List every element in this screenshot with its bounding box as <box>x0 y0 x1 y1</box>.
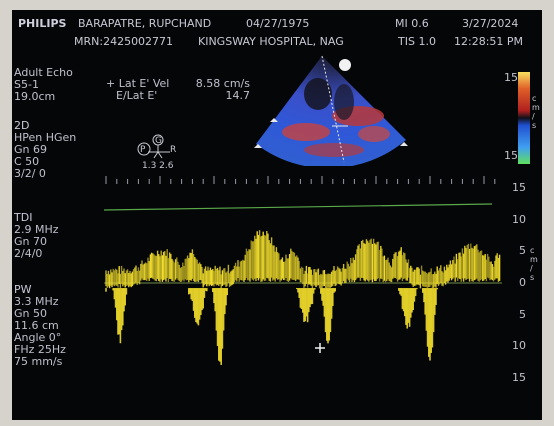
mode-2d-title: 2D <box>14 119 30 132</box>
sample-line <box>103 203 493 211</box>
mechanical-index: MI 0.6 <box>395 17 429 30</box>
exam-settings: Adult Echo S5-1 19.0cm <box>14 67 73 103</box>
velocity-tick-label: 10 <box>512 339 526 353</box>
velocity-tick-label: 0 <box>519 276 526 289</box>
velocity-tick-label: 15 <box>512 181 526 194</box>
color-scale-unit: c m / s <box>532 94 540 130</box>
color-doppler-sector <box>254 55 408 166</box>
mode-pw-line: 11.6 cm <box>14 319 59 332</box>
mode-tdi-settings: TDI 2.9 MHz Gn 70 2/4/0 <box>14 212 59 260</box>
mode-2d-line: C 50 <box>14 155 40 168</box>
velocity-tick-label: 15 <box>512 371 526 384</box>
color-scale-top: 15 <box>504 71 518 84</box>
probe-marker-p: P <box>140 145 146 155</box>
patient-dob: 04/27/1975 <box>246 17 310 30</box>
time-ruler <box>105 176 496 184</box>
mode-pw-line: Gn 50 <box>14 307 47 320</box>
ultrasound-screen: PHILIPS BARAPATRE, RUPCHAND 04/27/1975 M… <box>12 10 542 420</box>
velocity-tick-label: 5 <box>519 307 526 321</box>
image-depth: 19.0cm <box>14 90 56 103</box>
thermal-index: TIS 1.0 <box>398 35 436 48</box>
measurement-values: 8.58 cm/s 14.7 <box>180 78 250 102</box>
mode-pw-line: Angle 0° <box>14 331 62 344</box>
exam-time: 12:28:51 PM <box>454 35 524 48</box>
color-scale-bottom: 15 <box>504 149 518 162</box>
probe-marker-g: G <box>155 136 162 146</box>
mode-pw-line: 75 mm/s <box>14 355 63 368</box>
mode-tdi-line: 2.9 MHz <box>14 223 59 236</box>
mode-2d-line: 3/2/ 0 <box>14 167 46 180</box>
hospital-name: KINGSWAY HOSPITAL, NAG <box>198 35 344 48</box>
probe-marker-values: 1.3 2.6 <box>142 161 174 171</box>
mode-pw-line: FHz 25Hz <box>14 343 66 356</box>
tissue-doppler-spectrum <box>103 203 502 365</box>
mode-tdi-line: Gn 70 <box>14 235 47 248</box>
mode-pw-title: PW <box>14 283 32 296</box>
measurement-value-e-lat-e: 14.7 <box>225 89 251 102</box>
measurement-label-e-lat-e: E/Lat E' <box>116 89 158 102</box>
velocity-tick-label: 10 <box>512 212 526 226</box>
measurement-value-lat-e-vel: 8.58 cm/s <box>195 77 250 90</box>
exam-date: 3/27/2024 <box>462 17 519 30</box>
cursor-icon[interactable] <box>314 342 326 354</box>
sector-marker-icon <box>339 59 351 71</box>
mrn: MRN:2425002771 <box>74 35 174 48</box>
probe-orientation-icon: P G R 1.3 2.6 <box>136 134 190 174</box>
mode-2d-line: Gn 69 <box>14 143 47 156</box>
mode-tdi-line: 2/4/0 <box>14 247 43 260</box>
probe-marker-r: R <box>170 145 177 155</box>
measurement-label-lat-e-vel: + Lat E' Vel <box>106 77 170 90</box>
probe-model: S5-1 <box>14 78 39 91</box>
mode-2d-line: HPen HGen <box>14 131 77 144</box>
brand-logo: PHILIPS <box>18 17 67 30</box>
mode-pw-line: 3.3 MHz <box>14 295 59 308</box>
velocity-tick-label: 5 <box>519 244 526 258</box>
patient-name: BARAPATRE, RUPCHAND <box>78 17 212 30</box>
measurement-labels: + Lat E' Vel E/Lat E' <box>106 78 169 102</box>
mode-tdi-title: TDI <box>14 211 33 224</box>
mode-2d-settings: 2D HPen HGen Gn 69 C 50 3/2/ 0 <box>14 120 76 180</box>
color-scale-bar-icon <box>518 72 530 164</box>
exam-type: Adult Echo <box>14 66 73 79</box>
mode-pw-settings: PW 3.3 MHz Gn 50 11.6 cm Angle 0° FHz 25… <box>14 284 66 368</box>
velocity-axis-unit: c m / s <box>530 246 538 282</box>
